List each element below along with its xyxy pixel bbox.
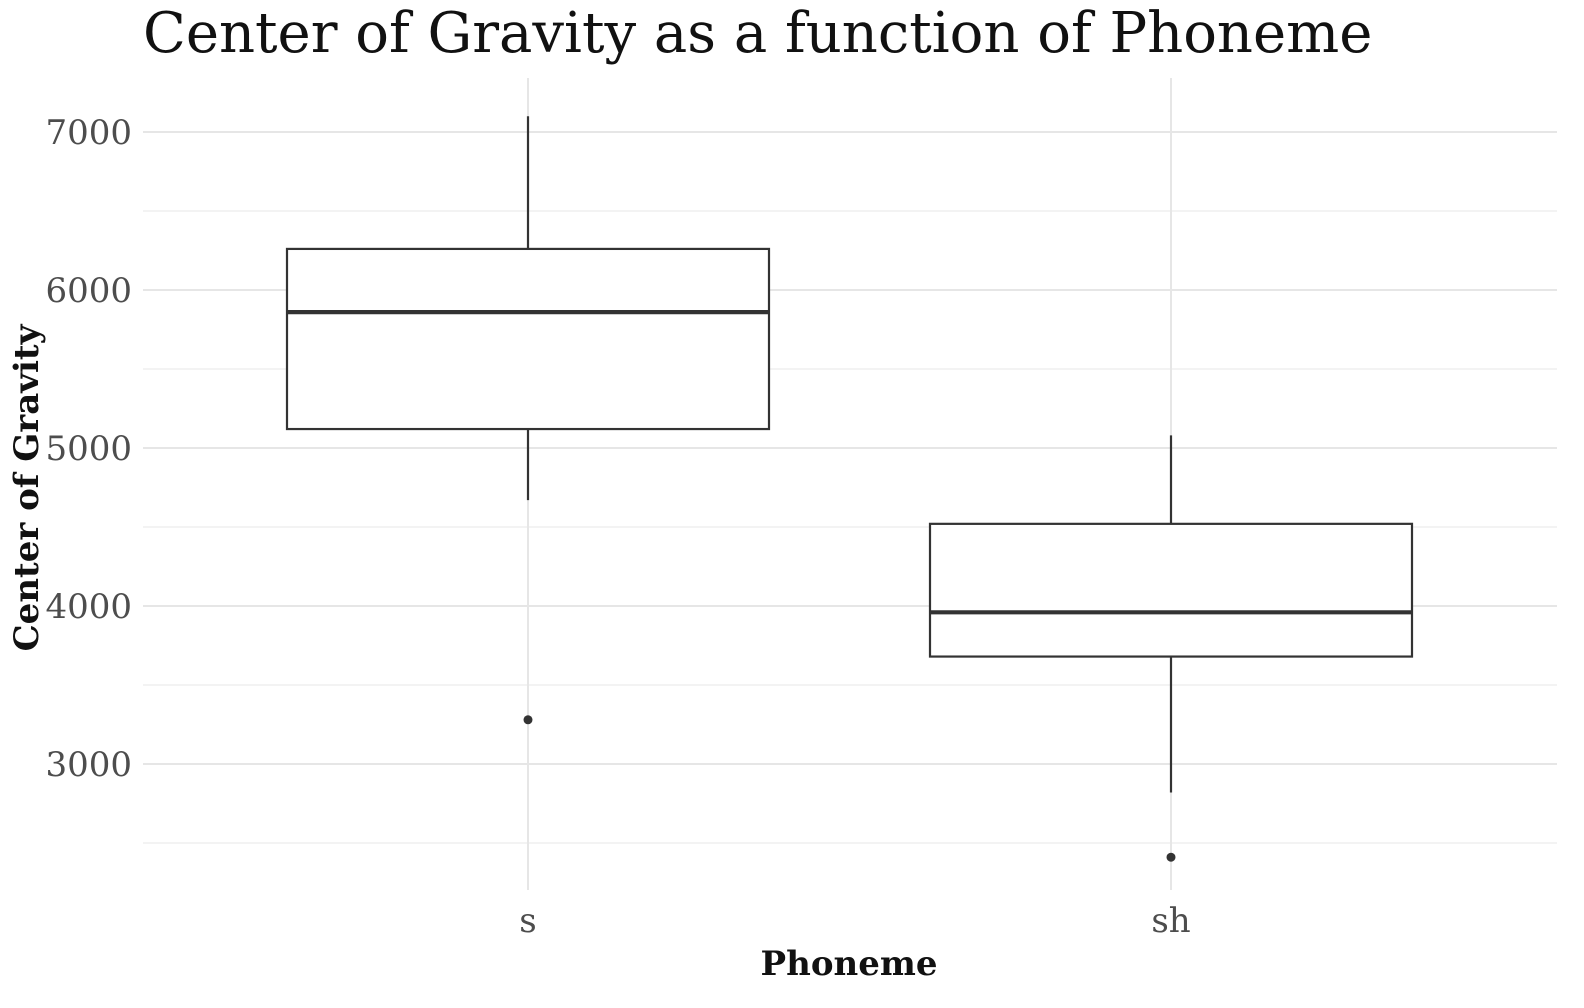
outlier-point [523, 715, 533, 725]
box-series [285, 116, 1414, 862]
y-tick-labels: 3000 4000 5000 6000 7000 [45, 113, 132, 785]
box-s [285, 116, 771, 725]
chart-title: Center of Gravity as a function of Phone… [143, 1, 1372, 66]
grid-lines [143, 78, 1557, 890]
outlier-point [1166, 852, 1176, 862]
x-tick-label: sh [1151, 901, 1190, 941]
y-tick-label: 7000 [45, 113, 132, 153]
iqr-box [285, 247, 771, 431]
iqr-box [928, 522, 1414, 658]
x-tick-labels: s sh [519, 901, 1190, 941]
x-tick-label: s [519, 901, 536, 941]
y-axis-title: Center of Gravity [7, 323, 47, 651]
y-tick-label: 4000 [45, 587, 132, 627]
box-sh [928, 435, 1414, 862]
x-axis-title: Phoneme [761, 944, 938, 984]
y-tick-label: 5000 [45, 429, 132, 469]
y-tick-label: 3000 [45, 745, 132, 785]
y-tick-label: 6000 [45, 271, 132, 311]
